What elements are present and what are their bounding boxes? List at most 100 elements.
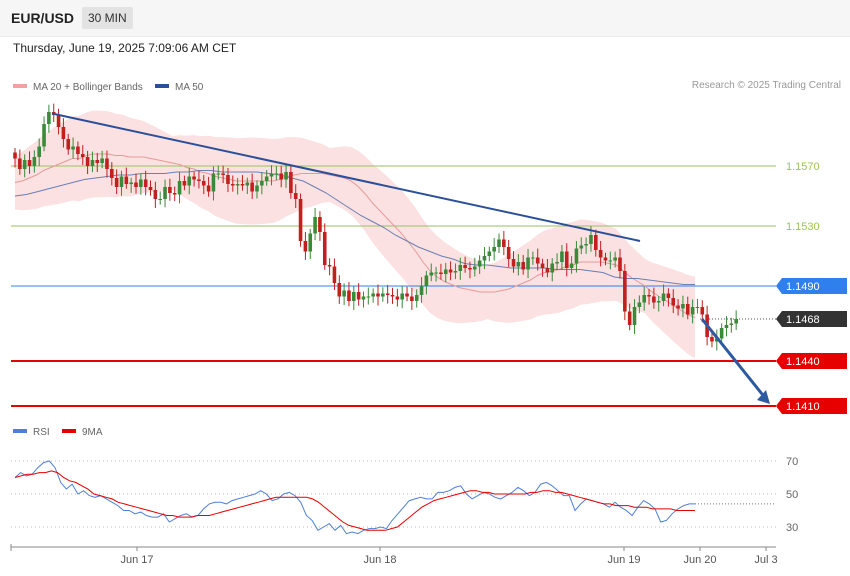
candle-body (313, 217, 317, 234)
candle-body (76, 146, 80, 154)
timeframe-badge[interactable]: 30 MIN (82, 7, 133, 29)
candle-body (477, 260, 482, 267)
candle-body (240, 184, 245, 186)
candle-body (274, 173, 279, 175)
bollinger-band (15, 110, 695, 359)
candle-body (574, 248, 579, 264)
candle-body (134, 182, 138, 187)
candle-body (381, 293, 385, 297)
candle-body (61, 127, 66, 139)
candle-body (729, 323, 734, 325)
candle-body (666, 293, 671, 298)
candle-body (700, 307, 705, 315)
candle-body (172, 193, 177, 195)
rsi-tick-label: 70 (786, 456, 798, 468)
candle-body (356, 292, 361, 300)
candle-body (719, 328, 724, 339)
level-label: 1.1468 (786, 314, 820, 326)
candle-body (695, 307, 700, 308)
candle-body (647, 295, 651, 297)
bollinger-band-fill (15, 110, 695, 359)
x-tick-label: Jun 20 (683, 554, 716, 566)
ma50-legend-swatch (155, 84, 169, 88)
candle-body (652, 296, 656, 303)
candle-body (535, 257, 540, 264)
candle-body (245, 182, 250, 186)
candle-body (637, 302, 642, 307)
candle-body (90, 160, 95, 166)
candle-body (105, 158, 109, 169)
candle-body (318, 217, 322, 232)
candle-body (201, 181, 206, 186)
candle-body (685, 304, 690, 315)
rsi-line (14, 460, 695, 535)
candle-body (71, 146, 75, 150)
moving-averages (14, 153, 696, 318)
candle-body (439, 272, 443, 274)
projection-arrow-head (757, 390, 770, 404)
candle-body (250, 182, 254, 192)
candle-body (681, 304, 685, 309)
candle-body (632, 307, 637, 325)
candle-body (18, 158, 22, 169)
candle-body (129, 182, 133, 184)
rsi-tick-label: 30 (786, 522, 798, 534)
candle-body (322, 232, 327, 265)
x-tick-label: Jun 17 (120, 554, 153, 566)
candle-body (264, 176, 269, 181)
candle-body (279, 173, 283, 180)
candle-body (95, 160, 100, 163)
candle-body (618, 257, 622, 271)
candle-body (434, 272, 438, 274)
candle-body (260, 181, 264, 186)
candle-body (211, 173, 216, 192)
candle-body (182, 181, 187, 186)
candle-body (284, 172, 288, 180)
candle-body (642, 295, 646, 303)
candle-body (603, 257, 608, 261)
candle-body (656, 301, 661, 303)
candle-body (124, 176, 129, 184)
candle-body (332, 266, 337, 283)
candle-body (564, 251, 569, 268)
candle-body (221, 173, 225, 175)
level-label-box (776, 398, 847, 414)
candle-body (206, 185, 211, 192)
candle-body (526, 257, 530, 270)
candle-body (690, 307, 695, 315)
candle-body (366, 296, 371, 298)
candle-body (361, 296, 366, 300)
candle-body (66, 139, 71, 150)
candle-body (613, 257, 617, 261)
candle-body (226, 175, 230, 184)
candle-body (511, 259, 516, 267)
candle-body (531, 257, 535, 259)
candle-body (352, 292, 356, 301)
candle-body (177, 181, 182, 195)
level-label-box (776, 311, 847, 327)
candle-body (22, 160, 27, 169)
candle-body (119, 176, 124, 187)
candle-body (676, 305, 680, 309)
candle-body (293, 193, 298, 199)
candle-body (545, 268, 550, 273)
candle-body (153, 190, 158, 199)
candle-body (487, 251, 492, 256)
level-label: 1.1490 (786, 281, 820, 293)
candle-body (627, 311, 632, 325)
ma20-legend-label: MA 20 + Bollinger Bands (33, 82, 143, 93)
candle-body (497, 239, 501, 247)
candle-body (468, 268, 472, 270)
candle-body (47, 112, 51, 124)
candle-body (163, 187, 167, 199)
candle-body (13, 152, 17, 159)
x-tick-label: Jun 19 (607, 554, 640, 566)
candle-body (463, 265, 467, 268)
projection-arrow-shaft (700, 318, 768, 400)
level-label: 1.1570 (786, 161, 820, 173)
level-label: 1.1440 (786, 356, 820, 368)
instrument-title: EUR/USD (11, 10, 75, 26)
candle-body (37, 146, 41, 157)
price-legend: MA 20 + Bollinger Bands MA 50 (13, 82, 204, 93)
